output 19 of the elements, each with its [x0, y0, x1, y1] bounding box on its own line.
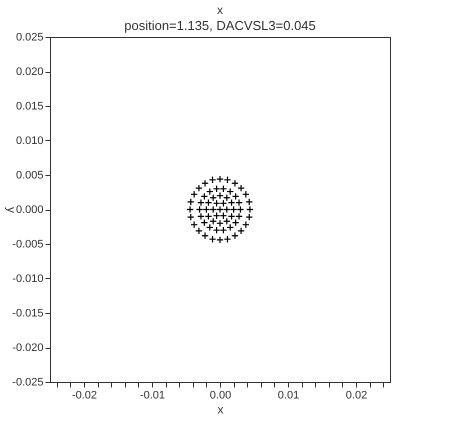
y-tick-label: 0.010	[16, 135, 44, 147]
y-tick-label: -0.005	[12, 238, 44, 250]
y-tick-label: 0.000	[16, 204, 44, 216]
x-tick-label: 0.01	[278, 390, 300, 402]
y-tick-label: -0.025	[12, 376, 44, 388]
x-axis-title: x	[218, 402, 224, 416]
y-tick-label: 0.015	[16, 100, 44, 112]
y-tick-label: 0.005	[16, 170, 44, 182]
x-tick-label: -0.02	[72, 390, 98, 402]
text: x	[217, 3, 223, 17]
y-tick-label: 0.020	[16, 66, 44, 78]
x-tick-label: 0.02	[346, 390, 368, 402]
x-tick-label: -0.01	[140, 390, 166, 402]
y-tick-label: -0.020	[12, 342, 44, 354]
y-tick-label: -0.015	[12, 308, 44, 320]
chart-title: position=1.135, DACVSL3=0.045	[124, 18, 316, 33]
y-tick-label: 0.025	[16, 32, 44, 44]
y-tick-label: -0.010	[12, 273, 44, 285]
x-tick-label: 0.00	[210, 390, 232, 402]
